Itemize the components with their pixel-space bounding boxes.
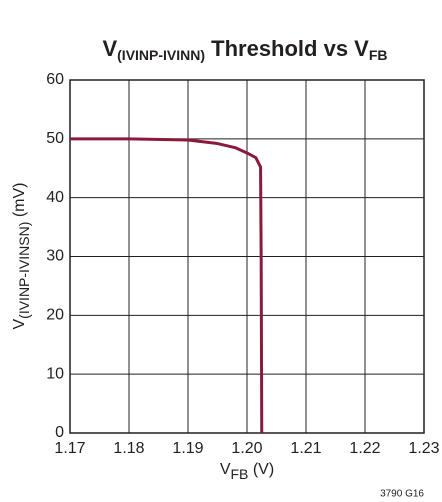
title-part: FB xyxy=(369,47,388,63)
label-part: V xyxy=(220,461,231,478)
y-axis-label: V(IVINP-IVINSN) (mV) xyxy=(11,182,31,329)
x-tick-label: 1.18 xyxy=(113,440,144,457)
plot-frame xyxy=(69,79,425,434)
annotation: 3790 G16 xyxy=(380,489,424,500)
x-tick-label: 1.23 xyxy=(408,440,439,457)
label-part: (V) xyxy=(248,461,274,478)
label-part: V xyxy=(11,319,28,330)
label-part: (IVINP-IVINSN) xyxy=(16,222,32,319)
title-part: V xyxy=(102,36,117,61)
data-line xyxy=(70,137,264,434)
title-part: Threshold vs V xyxy=(205,36,369,61)
label-part: (mV) xyxy=(11,182,28,221)
chart-title: V(IVINP-IVINN) Threshold vs VFB xyxy=(102,36,387,63)
y-tick-label: 60 xyxy=(46,71,64,88)
y-tick-label: 0 xyxy=(55,424,64,441)
y-tick-label: 10 xyxy=(46,365,64,382)
x-axis-label: VFB (V) xyxy=(220,461,274,481)
y-tick-label: 50 xyxy=(46,130,64,147)
title-part: (IVINP-IVINN) xyxy=(117,47,205,63)
x-tick-label: 1.20 xyxy=(231,440,262,457)
x-tick-label: 1.17 xyxy=(54,440,85,457)
x-tick-label: 1.22 xyxy=(349,440,380,457)
x-tick-label: 1.21 xyxy=(290,440,321,457)
y-tick-label: 40 xyxy=(46,189,64,206)
x-tick-label: 1.19 xyxy=(172,440,203,457)
y-tick-label: 30 xyxy=(46,248,64,265)
label-part: FB xyxy=(231,466,249,482)
y-tick-label: 20 xyxy=(46,307,64,324)
